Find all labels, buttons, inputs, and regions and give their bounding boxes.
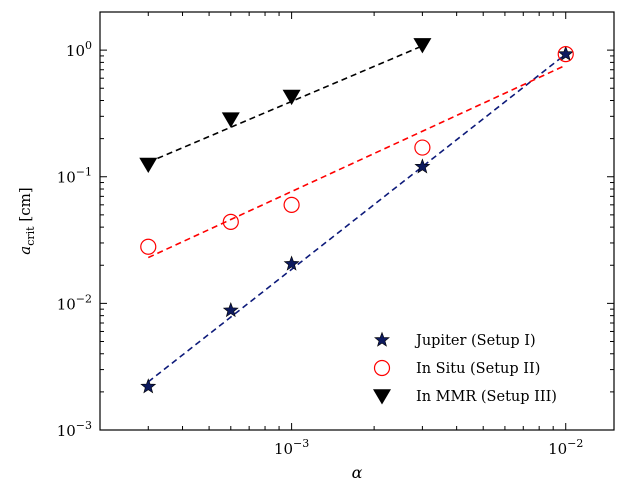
y-tick-label-exp: 0	[85, 39, 92, 52]
legend-label: In Situ (Setup II)	[416, 361, 540, 377]
data-point-in-situ-setup-ii	[414, 139, 431, 156]
data-point-in-mmr-setup-iii	[282, 89, 301, 106]
y-tick-label: 100	[66, 39, 92, 60]
y-axis-label-main: a	[16, 246, 34, 255]
data-point-in-situ-setup-ii	[557, 46, 574, 63]
data-point-in-mmr-setup-iii	[221, 112, 240, 128]
data-point-in-situ-setup-ii	[140, 238, 157, 255]
x-tick-label: 10−2	[548, 437, 583, 458]
y-tick-label-exp: −2	[76, 292, 92, 305]
fit-lines	[147, 45, 567, 383]
legend: Jupiter (Setup I) In Situ (Setup II) In MM…	[373, 331, 557, 405]
y-tick-label-base: 10	[57, 422, 76, 440]
data-point-in-mmr-setup-iii	[413, 38, 432, 54]
y-tick-label-base: 10	[66, 42, 85, 60]
x-tick-label-exp: −3	[293, 437, 309, 450]
data-point-jupiter-setup-i	[283, 255, 300, 271]
data-point-jupiter-setup-i	[414, 158, 431, 174]
y-tick-label: 10−3	[57, 419, 92, 440]
data-point-in-situ-setup-ii	[222, 213, 239, 230]
y-tick-label-base: 10	[57, 169, 76, 187]
legend-marker-in-situ-setup-ii	[373, 359, 391, 377]
data-point-in-situ-setup-ii	[283, 196, 300, 213]
legend-label: In MMR (Setup III)	[416, 389, 557, 405]
fit-line-in-situ-setup-ii	[147, 64, 567, 259]
x-tick-label-base: 10	[274, 440, 293, 458]
y-tick-label: 10−2	[57, 292, 92, 313]
data-point-jupiter-setup-i	[222, 302, 239, 318]
data-point-in-mmr-setup-iii	[139, 157, 158, 174]
y-tick-label-exp: −3	[76, 419, 92, 432]
fit-line-in-mmr-setup-iii	[147, 45, 423, 164]
data-point-jupiter-setup-i	[557, 45, 574, 61]
x-tick-label-base: 10	[548, 440, 567, 458]
y-axis-label-unit: [cm]	[16, 187, 34, 226]
y-tick-label-exp: −1	[76, 166, 92, 179]
legend-label: Jupiter (Setup I)	[414, 333, 536, 349]
plot-frame	[99, 11, 615, 431]
x-axis-ticks: 10−3 10−2	[99, 12, 583, 458]
fit-line-jupiter-setup-i	[147, 53, 567, 383]
legend-marker-in-mmr-setup-iii	[373, 389, 391, 405]
y-tick-label-base: 10	[57, 295, 76, 313]
data-markers	[139, 38, 574, 394]
x-tick-label: 10−3	[274, 437, 309, 458]
data-point-jupiter-setup-i	[140, 378, 157, 394]
y-tick-label: 10−1	[57, 166, 92, 187]
y-axis-label: acrit [cm]	[16, 187, 37, 254]
y-axis-label-sub: crit	[24, 226, 37, 246]
x-tick-label-exp: −2	[567, 437, 583, 450]
legend-marker-jupiter-setup-i	[374, 331, 390, 347]
x-axis-label: α	[352, 463, 363, 482]
